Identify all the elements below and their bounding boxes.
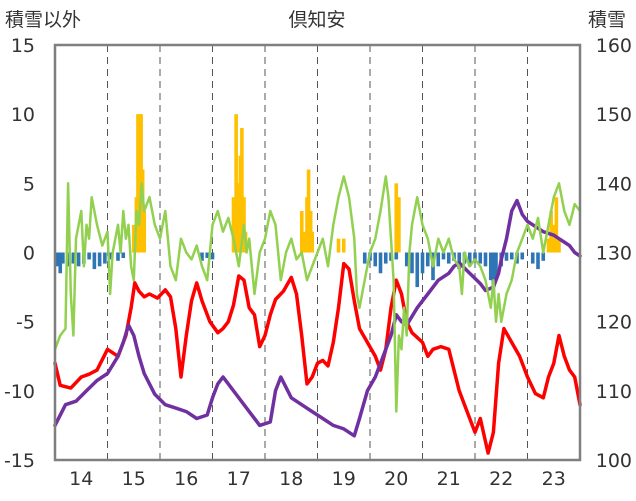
bar-s4-19 bbox=[373, 252, 378, 267]
y-left-tick-5: 5 bbox=[23, 173, 35, 195]
bar-s4-45 bbox=[509, 252, 514, 260]
line-series bbox=[53, 175, 582, 455]
y-right-tick-130: 130 bbox=[596, 243, 632, 265]
bar-s4-44 bbox=[504, 252, 509, 261]
bar-s4-40 bbox=[488, 252, 493, 281]
x-tick-19: 19 bbox=[332, 468, 356, 490]
series-line-0 bbox=[53, 261, 582, 455]
bar-s3-28 bbox=[557, 238, 561, 253]
bar-s3-7 bbox=[231, 197, 236, 253]
bar-s3-19 bbox=[310, 231, 315, 253]
bar-s4-32 bbox=[446, 252, 451, 264]
x-tick-20: 20 bbox=[384, 468, 408, 490]
x-tick-17: 17 bbox=[227, 468, 251, 490]
bar-s4-3 bbox=[66, 252, 70, 267]
bar-s3-22 bbox=[394, 183, 399, 253]
y-right-tick-100: 100 bbox=[596, 450, 632, 472]
bar-s4-27 bbox=[420, 252, 425, 274]
bar-s4-17 bbox=[362, 252, 367, 264]
right-axis-label: 積雪 bbox=[588, 9, 626, 31]
bar-s4-37 bbox=[473, 252, 477, 261]
y-left-tick-0: 0 bbox=[23, 243, 35, 265]
x-tick-23: 23 bbox=[542, 468, 566, 490]
bar-s3-14 bbox=[299, 211, 304, 253]
y-right-tick-140: 140 bbox=[596, 173, 632, 195]
bar-s3-27 bbox=[554, 197, 559, 253]
bar-s4-25 bbox=[410, 252, 414, 274]
y-right-tick-150: 150 bbox=[596, 104, 632, 126]
y-left-tick--10: -10 bbox=[4, 381, 35, 403]
y-left-tick--5: -5 bbox=[16, 312, 35, 334]
bar-s3-17 bbox=[306, 169, 311, 253]
y-right-tick-110: 110 bbox=[596, 381, 632, 403]
x-tick-22: 22 bbox=[489, 468, 513, 490]
bar-s4-50 bbox=[541, 252, 546, 261]
x-tick-15: 15 bbox=[122, 468, 146, 490]
bar-s3-6 bbox=[142, 211, 147, 253]
bar-s4-10 bbox=[103, 252, 107, 264]
bar-s4-5 bbox=[76, 252, 81, 267]
bar-s3-24 bbox=[546, 238, 551, 253]
bar-s4-49 bbox=[536, 252, 540, 270]
bar-s4-26 bbox=[415, 252, 420, 288]
bar-s4-11 bbox=[108, 252, 112, 260]
y-left-tick-10: 10 bbox=[11, 104, 35, 126]
series-line-1 bbox=[53, 198, 582, 438]
y-left-tick-15: 15 bbox=[11, 35, 35, 57]
bar-s4-28 bbox=[425, 252, 430, 267]
bar-s4-12 bbox=[116, 252, 120, 261]
series-line-2 bbox=[53, 175, 582, 413]
bar-s4-21 bbox=[383, 252, 388, 264]
bar-s4-30 bbox=[436, 252, 441, 267]
tick-labels: 14 15 16 17 18 19 20 21 22 23 -15 -10 -5 0 5 10 15 100 110… bbox=[4, 35, 632, 490]
bar-s4-47 bbox=[520, 252, 525, 260]
bar-s4-16 bbox=[210, 252, 215, 260]
bar-s3-8 bbox=[234, 114, 238, 253]
y-right-tick-160: 160 bbox=[596, 35, 632, 57]
bar-s4-13 bbox=[121, 252, 126, 259]
bar-s4-14 bbox=[200, 252, 204, 261]
bar-s4-31 bbox=[441, 252, 446, 260]
bar-s4-23 bbox=[394, 252, 399, 260]
x-tick-14: 14 bbox=[69, 468, 93, 490]
x-tick-21: 21 bbox=[437, 468, 461, 490]
left-axis-label: 積雪以外 bbox=[5, 9, 81, 31]
bar-s4-0 bbox=[55, 252, 60, 267]
bar-s4-20 bbox=[378, 252, 383, 274]
chart-title: 倶知安 bbox=[288, 9, 345, 31]
bar-s4-36 bbox=[467, 252, 472, 267]
bar-s3-25 bbox=[549, 211, 553, 253]
bar-s3-20 bbox=[336, 238, 341, 253]
bar-s3-15 bbox=[302, 231, 307, 253]
bar-s4-2 bbox=[61, 252, 65, 264]
bar-s4-41 bbox=[491, 252, 496, 294]
bar-s4-9 bbox=[97, 252, 102, 267]
bar-s3-23 bbox=[397, 197, 401, 253]
x-tick-16: 16 bbox=[174, 468, 198, 490]
bar-s4-42 bbox=[494, 252, 498, 281]
y-right-tick-120: 120 bbox=[596, 312, 632, 334]
bar-s3-26 bbox=[551, 224, 556, 253]
bar-s4-38 bbox=[478, 252, 483, 264]
bar-s4-7 bbox=[87, 252, 91, 260]
bar-s4-15 bbox=[205, 252, 210, 259]
bar-s3-21 bbox=[341, 238, 346, 253]
bar-s4-4 bbox=[71, 252, 76, 264]
plot-frame bbox=[53, 43, 582, 462]
x-tick-18: 18 bbox=[279, 468, 303, 490]
bar-s4-48 bbox=[530, 252, 535, 264]
bar-s4-34 bbox=[457, 252, 462, 270]
bar-s4-8 bbox=[92, 252, 97, 270]
bar-s4-39 bbox=[483, 252, 488, 267]
bar-s3-11 bbox=[240, 128, 244, 253]
y-left-tick--15: -15 bbox=[4, 450, 35, 472]
bar-s4-1 bbox=[58, 252, 63, 274]
bar-s3-0 bbox=[131, 224, 136, 253]
bar-s4-24 bbox=[404, 252, 409, 267]
